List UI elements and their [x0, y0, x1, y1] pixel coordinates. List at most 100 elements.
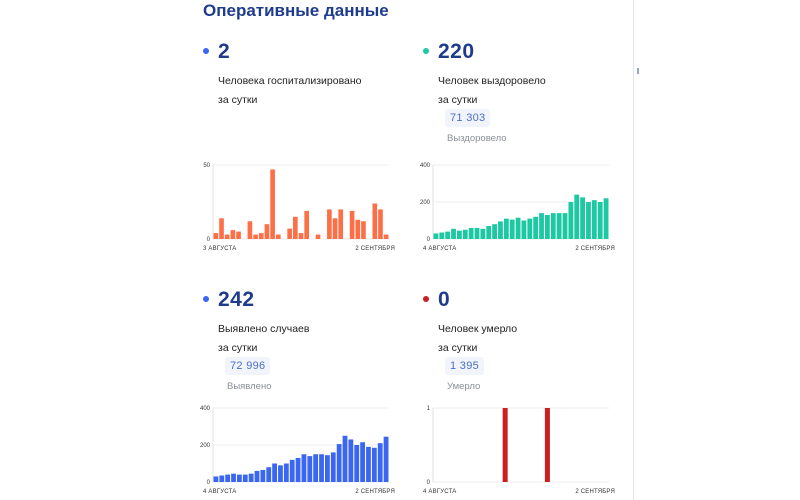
bar [242, 474, 248, 482]
total-label: Выявлено [227, 381, 272, 392]
bar [224, 234, 230, 239]
bar [377, 443, 383, 482]
bar [253, 234, 258, 239]
description-line: за сутки [438, 342, 478, 354]
series-dot [203, 296, 209, 302]
bar [292, 216, 298, 239]
bar [278, 465, 283, 482]
card-hospitalized: 2 Человека госпитализировано за сутки 50… [203, 4, 418, 252]
series-dot [203, 48, 209, 54]
bar [591, 200, 597, 239]
bar [503, 218, 509, 239]
x-tick-label: 2 СЕНТЯБРЯ [575, 489, 615, 495]
y-tick-label: 0 [427, 480, 431, 486]
bar [372, 203, 378, 239]
total-badge: 1 395 [445, 357, 485, 375]
y-tick-label: 1 [427, 406, 431, 412]
bar [307, 456, 313, 482]
bar [313, 454, 319, 482]
bar [258, 233, 264, 239]
bar [348, 439, 354, 482]
bar [361, 221, 366, 239]
bar [597, 202, 603, 239]
bar [378, 209, 383, 239]
bar [451, 228, 456, 239]
description-line: Человека госпитализировано [218, 75, 362, 87]
y-tick-label: 0 [427, 237, 431, 243]
bar [287, 228, 292, 239]
y-tick-label: 200 [420, 200, 431, 206]
bar [439, 232, 445, 239]
y-tick-label: 200 [200, 443, 211, 449]
y-tick-label: 50 [203, 163, 210, 169]
bar [366, 446, 371, 482]
series-dot [423, 48, 429, 54]
bar [236, 231, 241, 239]
bar [468, 227, 474, 239]
divider-line [633, 0, 634, 500]
bar [266, 467, 272, 482]
bar [289, 459, 295, 482]
bar [539, 213, 544, 239]
x-tick-label: 4 АВГУСТА [423, 489, 456, 495]
card-value: 242 [218, 288, 255, 311]
bar [301, 454, 307, 482]
bar [568, 202, 574, 239]
card-description: Выявлено случаев за сутки [218, 320, 309, 358]
bar [445, 231, 451, 239]
chart-cases: 400 200 0 4 АВГУСТА 2 СЕНТЯБРЯ [200, 406, 395, 495]
card-deaths: 0 Человек умерло за сутки 1 395 Умерло 1… [423, 252, 638, 495]
bar [338, 209, 344, 239]
bar [544, 214, 550, 239]
bar [498, 221, 503, 239]
bar [298, 233, 304, 239]
bar [264, 224, 270, 239]
bar [354, 445, 360, 482]
description-line: за сутки [218, 94, 258, 106]
x-tick-label: 2 СЕНТЯБРЯ [355, 489, 395, 495]
bar [260, 469, 266, 482]
chart-recovered: 400 200 0 4 АВГУСТА 2 СЕНТЯБРЯ [420, 163, 615, 252]
bar [492, 224, 498, 239]
bar [474, 227, 480, 239]
total-label: Умерло [447, 381, 481, 392]
card-description: Человека госпитализировано за сутки [218, 72, 362, 110]
bar [295, 457, 301, 482]
bar [574, 194, 580, 239]
bar [213, 476, 219, 482]
bar [230, 230, 236, 239]
bar [254, 470, 260, 482]
bar [225, 474, 231, 482]
card-value: 220 [438, 40, 475, 63]
bar [283, 463, 289, 482]
bar [342, 435, 348, 482]
y-tick-label: 400 [420, 163, 431, 169]
bar [247, 221, 253, 239]
bar [213, 233, 219, 239]
bar [319, 454, 324, 482]
bar [502, 408, 508, 482]
y-tick-label: 400 [200, 406, 211, 412]
total-badge: 71 303 [445, 109, 491, 127]
bar [580, 197, 586, 239]
bar [486, 226, 492, 239]
card-value: 2 [218, 40, 231, 63]
bar [360, 442, 366, 482]
bar [509, 219, 515, 239]
description-line: за сутки [218, 342, 258, 354]
bar [544, 408, 550, 482]
bar [231, 473, 236, 482]
bar [383, 436, 389, 482]
x-tick-label: 3 АВГУСТА [203, 246, 236, 252]
bar [556, 213, 562, 239]
x-tick-label: 2 СЕНТЯБРЯ [575, 246, 615, 252]
bar [275, 234, 281, 239]
bar [248, 473, 254, 482]
bar [456, 230, 462, 239]
bar [562, 213, 568, 239]
scroll-marker [637, 68, 639, 74]
description-line: Выявлено случаев [218, 323, 310, 335]
total-badge: 72 996 [225, 357, 271, 375]
x-tick-label: 4 АВГУСТА [423, 246, 456, 252]
bar [462, 229, 468, 239]
